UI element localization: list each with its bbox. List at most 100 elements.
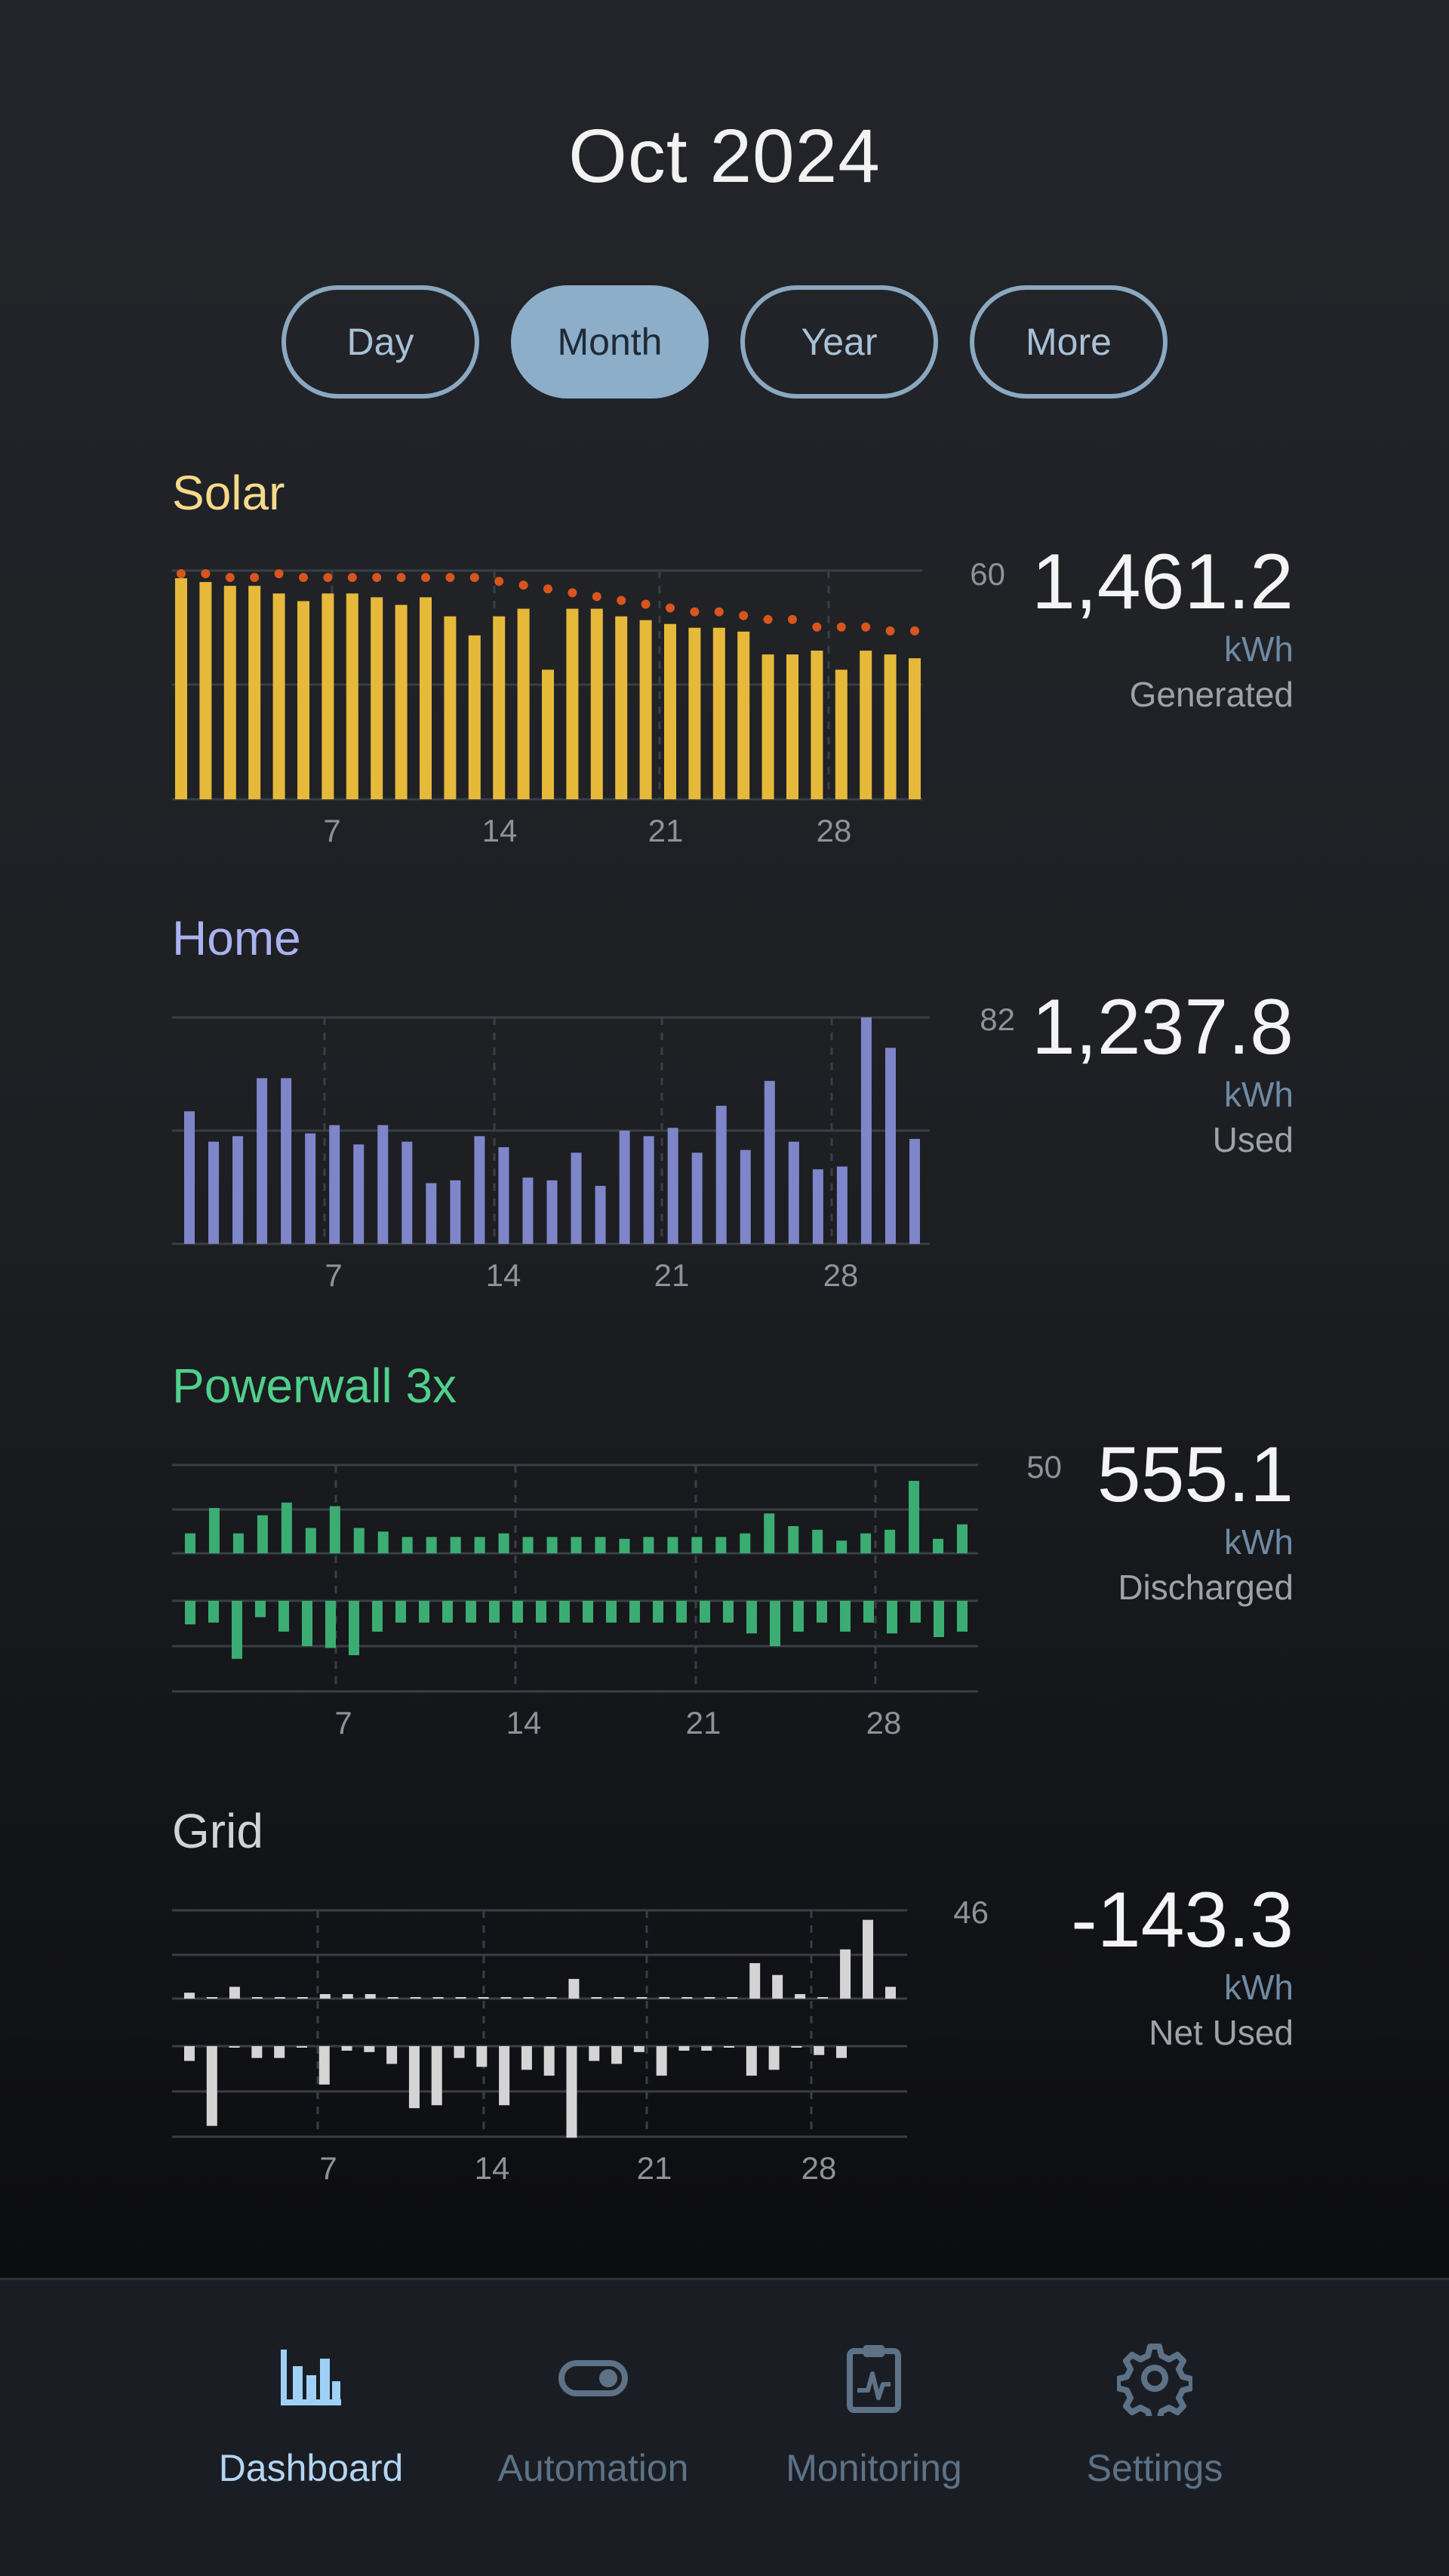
tab-month[interactable]: Month: [511, 285, 709, 399]
solar-bar: [737, 631, 750, 799]
solar-max-dot: [372, 573, 382, 583]
grid-import-bar: [817, 1997, 829, 1999]
solar-bar: [590, 608, 603, 799]
grid-total: -143.3: [1071, 1876, 1294, 1964]
powerwall-charge-bar: [910, 1601, 921, 1623]
home-bar: [546, 1180, 558, 1244]
solar-max-dot: [299, 573, 308, 583]
clipboard-pulse-icon: [847, 2345, 901, 2413]
powerwall-discharge-bar: [401, 1537, 413, 1553]
home-desc: Used: [1212, 1120, 1294, 1159]
home-bar: [257, 1078, 268, 1244]
powerwall-charge-bar: [934, 1601, 944, 1637]
powerwall-title: Powerwall 3x: [172, 1359, 457, 1413]
home-bar: [571, 1153, 582, 1244]
powerwall-charge-bar: [512, 1601, 523, 1623]
home-bar: [450, 1180, 461, 1244]
y-max-label: 82: [980, 1002, 1015, 1037]
nav-automation[interactable]: Automation: [457, 2341, 729, 2490]
powerwall-charge-bar: [583, 1601, 593, 1623]
solar-bar: [493, 616, 506, 799]
home-bar: [232, 1136, 244, 1244]
nav-monitoring[interactable]: Monitoring: [738, 2341, 1010, 2490]
powerwall-discharge-bar: [546, 1537, 558, 1553]
powerwall-discharge-bar: [377, 1531, 389, 1553]
home-bar: [812, 1169, 823, 1244]
powerwall-charge-bar: [185, 1601, 195, 1625]
solar-bar: [248, 586, 261, 799]
solar-bar: [175, 578, 187, 799]
grid-export-bar: [768, 2046, 780, 2070]
solar-bar: [297, 601, 309, 799]
grid-import-bar: [636, 1997, 648, 1999]
nav-settings[interactable]: Settings: [1019, 2341, 1291, 2490]
home-bar: [764, 1081, 775, 1244]
solar-bar: [420, 597, 432, 799]
powerwall-section[interactable]: Powerwall 3x 7 14 21 28 50 555.1 kWh Dischar…: [0, 1346, 1449, 1768]
powerwall-charge-bar: [606, 1601, 617, 1623]
solar-bar: [346, 593, 358, 799]
solar-section[interactable]: Solar 7 14 21 28 60 1,461.2 kWh Generated: [0, 453, 1449, 876]
home-bar: [522, 1177, 534, 1244]
solar-max-dot: [617, 596, 626, 605]
solar-bar: [712, 627, 725, 799]
powerwall-discharge-bar: [643, 1537, 654, 1553]
grid-export-bar: [521, 2046, 532, 2070]
powerwall-discharge-bar: [474, 1537, 485, 1553]
home-section[interactable]: Home 7 14 21 28 82 1,237.8 kWh Used: [0, 898, 1449, 1321]
grid-import-bar: [614, 1997, 625, 1999]
x-tick-label: 28: [866, 1705, 902, 1740]
solar-max-dot: [763, 614, 773, 624]
solar-bar: [272, 593, 285, 799]
powerwall-discharge-bar: [305, 1528, 316, 1553]
solar-bar: [615, 616, 628, 799]
powerwall-discharge-bar: [353, 1528, 365, 1553]
solar-max-dot: [396, 573, 406, 583]
home-bar: [208, 1141, 220, 1244]
solar-desc: Generated: [1129, 675, 1294, 714]
solar-bar: [199, 582, 212, 799]
y-max-label: 60: [970, 556, 1005, 592]
solar-max-dot: [739, 611, 749, 620]
solar-title: Solar: [172, 466, 285, 520]
grid-import-bar: [795, 1994, 806, 1999]
solar-max-dot: [690, 607, 700, 617]
home-bar: [740, 1150, 751, 1244]
home-bar: [643, 1136, 654, 1244]
grid-export-bar: [229, 2046, 240, 2048]
grid-section[interactable]: Grid 7 14 21 28 46 -143.3 kWh Net Used: [0, 1791, 1449, 2214]
powerwall-charge-bar: [395, 1601, 406, 1623]
solar-bar: [884, 654, 897, 799]
nav-dashboard[interactable]: Dashboard: [175, 2341, 447, 2490]
tab-year[interactable]: Year: [740, 285, 938, 399]
grid-chart: 7 14 21 28 46: [172, 1894, 989, 2186]
solar-max-dot: [225, 573, 235, 583]
y-max-label: 46: [953, 1894, 989, 1930]
powerwall-charge-bar: [653, 1601, 663, 1623]
solar-max-dot: [885, 626, 895, 636]
home-bar: [619, 1131, 630, 1244]
solar-bar: [517, 608, 530, 799]
powerwall-discharge-bar: [691, 1537, 703, 1553]
solar-max-dot: [666, 603, 675, 613]
grid-import-bar: [500, 1997, 512, 1999]
grid-import-bar: [840, 1949, 851, 1999]
grid-import-bar: [410, 1997, 421, 1999]
powerwall-discharge-bar: [257, 1515, 268, 1553]
tab-more[interactable]: More: [970, 285, 1168, 399]
powerwall-desc: Discharged: [1118, 1568, 1294, 1607]
nav-label-settings: Settings: [1086, 2447, 1223, 2489]
solar-bar: [566, 608, 579, 799]
grid-import-bar: [659, 1997, 670, 1999]
tab-day[interactable]: Day: [281, 285, 479, 399]
solar-max-dot: [836, 622, 846, 632]
solar-total: 1,461.2: [1032, 538, 1294, 626]
x-tick-label: 21: [648, 813, 684, 848]
grid-export-bar: [566, 2046, 577, 2138]
grid-import-bar: [251, 1997, 263, 1999]
x-tick-label: 28: [823, 1257, 859, 1293]
grid-export-bar: [274, 2046, 285, 2058]
home-bar: [909, 1138, 920, 1244]
home-bar: [426, 1183, 437, 1244]
home-bar: [184, 1111, 195, 1244]
